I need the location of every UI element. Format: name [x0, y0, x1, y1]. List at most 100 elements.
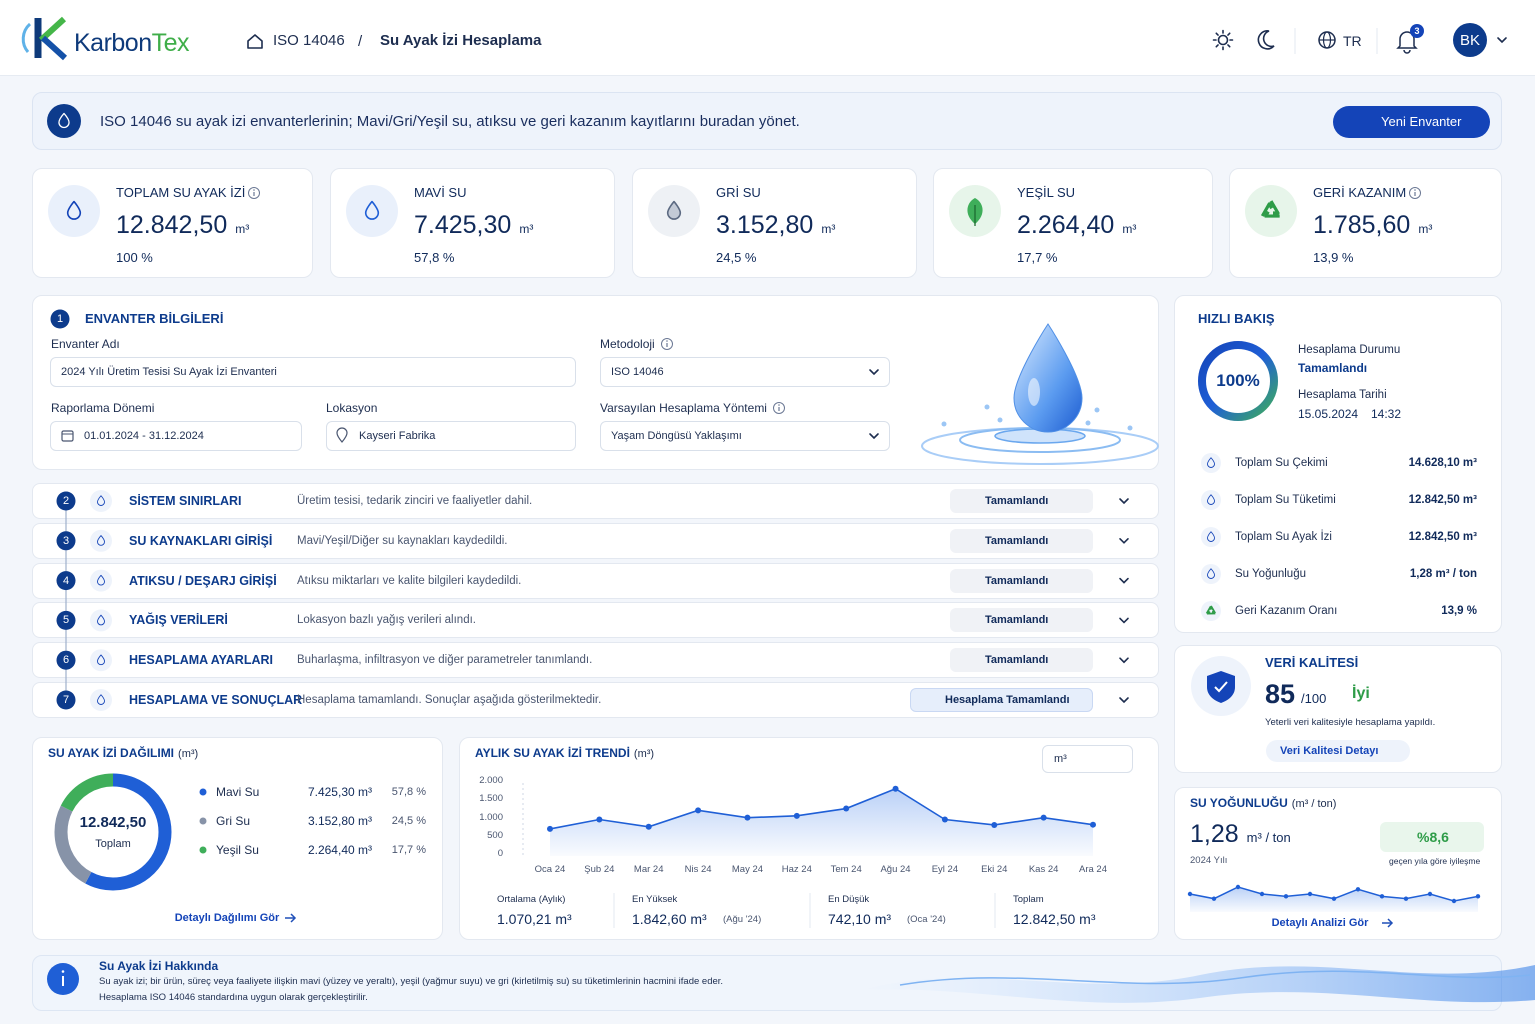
distribution-link[interactable]: Detaylı Dağılımı Gör — [174, 912, 280, 924]
brand-part: Tex — [151, 29, 190, 57]
row-value: 13,9 % — [1441, 605, 1477, 617]
legend-name: Gri Su — [216, 814, 251, 828]
step-description: Mavi/Yeşil/Diğer su kaynakları kaydedild… — [297, 534, 508, 547]
kpi-unit: m³ — [821, 222, 836, 236]
stat-note: (Ağu '24) — [723, 914, 762, 925]
x-tick-label: Mar 24 — [633, 864, 664, 875]
step-title: HESAPLAMA VE SONUÇLAR — [129, 693, 303, 707]
change-note: geçen yıla göre iyileşme — [1389, 856, 1481, 866]
intensity-link[interactable]: Detaylı Analizi Gör — [1271, 917, 1369, 929]
step-title: YAĞIŞ VERİLERİ — [129, 613, 228, 628]
breadcrumb-current: Su Ayak İzi Hesaplama — [380, 32, 542, 49]
x-tick-label: Tem 24 — [830, 864, 862, 875]
field-location[interactable] — [326, 421, 576, 451]
field-value: ISO 14046 — [611, 366, 664, 378]
status-badge — [910, 688, 1093, 712]
breadcrumb-separator: / — [358, 33, 363, 50]
card-title: SU YOĞUNLUĞU — [1190, 796, 1288, 810]
status-label: Tamamlandı — [985, 495, 1049, 507]
new-inventory-button[interactable] — [1333, 106, 1490, 138]
language[interactable]: TR — [1343, 33, 1362, 49]
card-title: SU AYAK İZİ DAĞILIMI — [48, 746, 175, 760]
field-value: 01.01.2024 - 31.12.2024 — [84, 430, 204, 442]
unit-select-value: m³ — [1054, 753, 1067, 765]
kpi-value-row: 3.152,80 m³ — [716, 210, 835, 244]
row-value: 12.842,50 m³ — [1408, 531, 1477, 543]
card-unit: (m³ / ton) — [1291, 798, 1337, 810]
field-label: Raporlama Dönemi — [51, 401, 155, 415]
field-label: Lokasyon — [326, 401, 378, 415]
stat-label: Toplam — [1013, 894, 1044, 905]
kpi-unit: m³ — [519, 222, 534, 236]
step-description: Buharlaşma, infiltrasyon ve diğer parame… — [297, 654, 593, 667]
step-title: SU KAYNAKLARI GİRİŞİ — [129, 533, 273, 548]
intensity-unit: m³ / ton — [1246, 830, 1291, 845]
x-tick-label: Eyl 24 — [931, 864, 959, 875]
step-description: Üretim tesisi, tedarik zinciri ve faaliy… — [297, 495, 533, 507]
field-value: Yaşam Döngüsü Yaklaşımı — [611, 430, 742, 442]
row-label: Geri Kazanım Oranı — [1235, 605, 1338, 617]
breadcrumb[interactable]: ISO 14046 — [273, 32, 345, 49]
kpi-value: 12.842,50 — [116, 211, 228, 239]
score-max: /100 — [1301, 691, 1327, 706]
date-value: 15.05.2024 — [1298, 407, 1359, 421]
y-tick-label: 1.000 — [479, 811, 503, 823]
step-title: SİSTEM SINIRLARI — [129, 494, 242, 508]
kpi-value: 2.264,40 — [1017, 211, 1115, 239]
field-value: 2024 Yılı Üretim Tesisi Su Ayak İzi Enva… — [61, 366, 277, 378]
stat-note: (Oca '24) — [907, 914, 946, 925]
quality-link[interactable]: Veri Kalitesi Detayı — [1280, 745, 1379, 757]
stat-value: 1.070,21 m³ — [497, 911, 572, 927]
legend-value: 7.425,30 m³ — [307, 785, 372, 799]
avatar-initials: BK — [1459, 32, 1480, 49]
stat-label: En Düşük — [828, 894, 870, 905]
card-title: VERİ KALİTESİ — [1265, 655, 1359, 670]
status-caption: Hesaplama Durumu — [1298, 344, 1401, 356]
card-title-row: SU AYAK İZİ DAĞILIMI (m³) — [48, 745, 198, 762]
banner — [32, 92, 1502, 150]
stat-label: Ortalama (Aylık) — [497, 894, 566, 905]
row-value: 1,28 m³ / ton — [1409, 568, 1477, 580]
score-row: 85/100 — [1265, 679, 1326, 714]
kpi-unit: m³ — [1122, 222, 1137, 236]
row-label: Toplam Su Tüketimi — [1235, 494, 1336, 506]
status-value: Tamamlandı — [1298, 361, 1368, 375]
field-label: Envanter Adı — [51, 337, 120, 351]
card-title: HIZLI BAKIŞ — [1198, 311, 1275, 326]
stat-value: 1.842,60 m³ — [632, 911, 707, 927]
about-text: Su ayak izi; bir ürün, süreç veya faaliy… — [99, 976, 724, 987]
field-input[interactable] — [50, 357, 576, 387]
stat-value: 742,10 m³ — [828, 911, 892, 927]
card-title: AYLIK SU AYAK İZİ TRENDİ — [475, 746, 630, 760]
field-date[interactable] — [50, 421, 302, 451]
legend-value: 3.152,80 m³ — [307, 814, 372, 828]
kpi-share: 57,8 % — [414, 250, 455, 265]
kpi-label: GRİ SU — [716, 185, 761, 200]
field-select[interactable] — [600, 357, 890, 387]
y-tick-label: 2.000 — [479, 775, 503, 786]
x-tick-label: Kas 24 — [1028, 864, 1059, 875]
quality-link-button[interactable] — [1266, 740, 1410, 762]
y-tick-label: 0 — [497, 848, 503, 859]
field-select[interactable] — [600, 421, 890, 451]
row-value: 14.628,10 m³ — [1408, 457, 1477, 469]
x-tick-label: Ağu 24 — [880, 864, 911, 875]
x-tick-label: Ara 24 — [1079, 864, 1107, 875]
kpi-value-row: 2.264,40 m³ — [1017, 210, 1136, 244]
y-tick-label: 1.500 — [479, 793, 503, 805]
legend-name: Mavi Su — [216, 785, 260, 799]
row-label: Su Yoğunluğu — [1235, 568, 1306, 580]
kpi-share: 17,7 % — [1017, 250, 1058, 265]
legend-value: 2.264,40 m³ — [307, 843, 372, 857]
intensity-value-row: 1,28 m³ / ton — [1190, 819, 1291, 853]
step-description: Hesaplama tamamlandı. Sonuçlar aşağıda g… — [297, 694, 602, 706]
change-value: %8,6 — [1417, 829, 1449, 845]
legend-share: 24,5 % — [391, 815, 426, 827]
new-inventory-label[interactable]: Yeni Envanter — [1381, 114, 1462, 129]
stat-value: 12.842,50 m³ — [1013, 911, 1096, 927]
kpi-unit: m³ — [1418, 222, 1433, 236]
row-value: 12.842,50 m³ — [1408, 494, 1477, 506]
time-value: 14:32 — [1371, 407, 1402, 421]
